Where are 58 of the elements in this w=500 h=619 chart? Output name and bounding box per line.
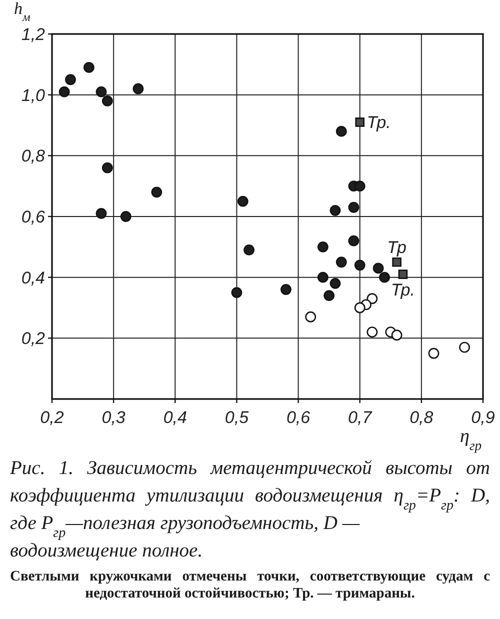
y-tick-label: 0,4 (21, 268, 45, 288)
point (348, 202, 360, 213)
point (317, 241, 328, 252)
point (237, 196, 248, 207)
point (336, 256, 347, 268)
point (428, 348, 440, 359)
y-tick-label: 1,2 (21, 25, 46, 44)
point (348, 235, 360, 246)
point (96, 86, 107, 98)
point (58, 86, 70, 98)
point (231, 287, 242, 298)
annotation: Тр. (390, 280, 415, 300)
y-axis-title: h$_{м}$ (14, 0, 30, 24)
point (379, 272, 390, 283)
point (244, 244, 254, 256)
point (132, 83, 144, 94)
chart-title: Рис. 1. Зависимость метацентрической высоты от коэффициента утилизации водоизмещения η$_{гр}$=P$_{гр}$: D, где P$_{гр}$—полезная грузоподъемность, D — водоизмещение полное. (10, 458, 490, 562)
point (280, 284, 292, 295)
point (96, 208, 107, 219)
point (354, 302, 366, 314)
point (392, 257, 402, 267)
point (102, 162, 113, 174)
point (459, 342, 470, 353)
x-tick-label: 0,6 (286, 408, 311, 427)
point (330, 278, 341, 289)
point (398, 270, 408, 279)
point (366, 293, 378, 304)
x-axis-title: η$_{гр}$ (460, 426, 482, 452)
point (366, 326, 378, 338)
point (330, 204, 341, 216)
x-tick-label: 0,5 (224, 408, 250, 427)
point (354, 260, 366, 271)
y-tick-label: 0,8 (21, 146, 46, 166)
point (120, 211, 132, 222)
point (355, 118, 365, 127)
y-tick-label: 1,0 (21, 86, 46, 105)
point (336, 126, 347, 137)
x-tick-label: 0,9 (471, 408, 496, 427)
point (354, 180, 366, 192)
point (102, 95, 113, 106)
point (305, 311, 316, 322)
point (317, 272, 328, 283)
point (151, 186, 162, 198)
x-tick-label: 0,4 (163, 408, 187, 427)
point (324, 290, 335, 302)
point (391, 330, 402, 341)
x-tick-label: 0,2 (40, 408, 64, 427)
annotation: Тр (387, 238, 406, 258)
y-tick-label: 0,6 (21, 208, 46, 226)
x-tick-label: 0,3 (102, 408, 126, 427)
y-tick-label: 0,2 (21, 329, 46, 348)
annotation: Тр. (366, 113, 391, 132)
point (83, 62, 94, 73)
x-tick-label: 0,8 (410, 408, 434, 427)
text: Светлыми кружочками отмечены точки, соответствующие судам с недостаточной остойчивостью; Тр. — тримараны. (10, 568, 490, 602)
point (65, 74, 76, 86)
point (372, 262, 384, 274)
x-tick-label: 0,7 (348, 408, 372, 427)
